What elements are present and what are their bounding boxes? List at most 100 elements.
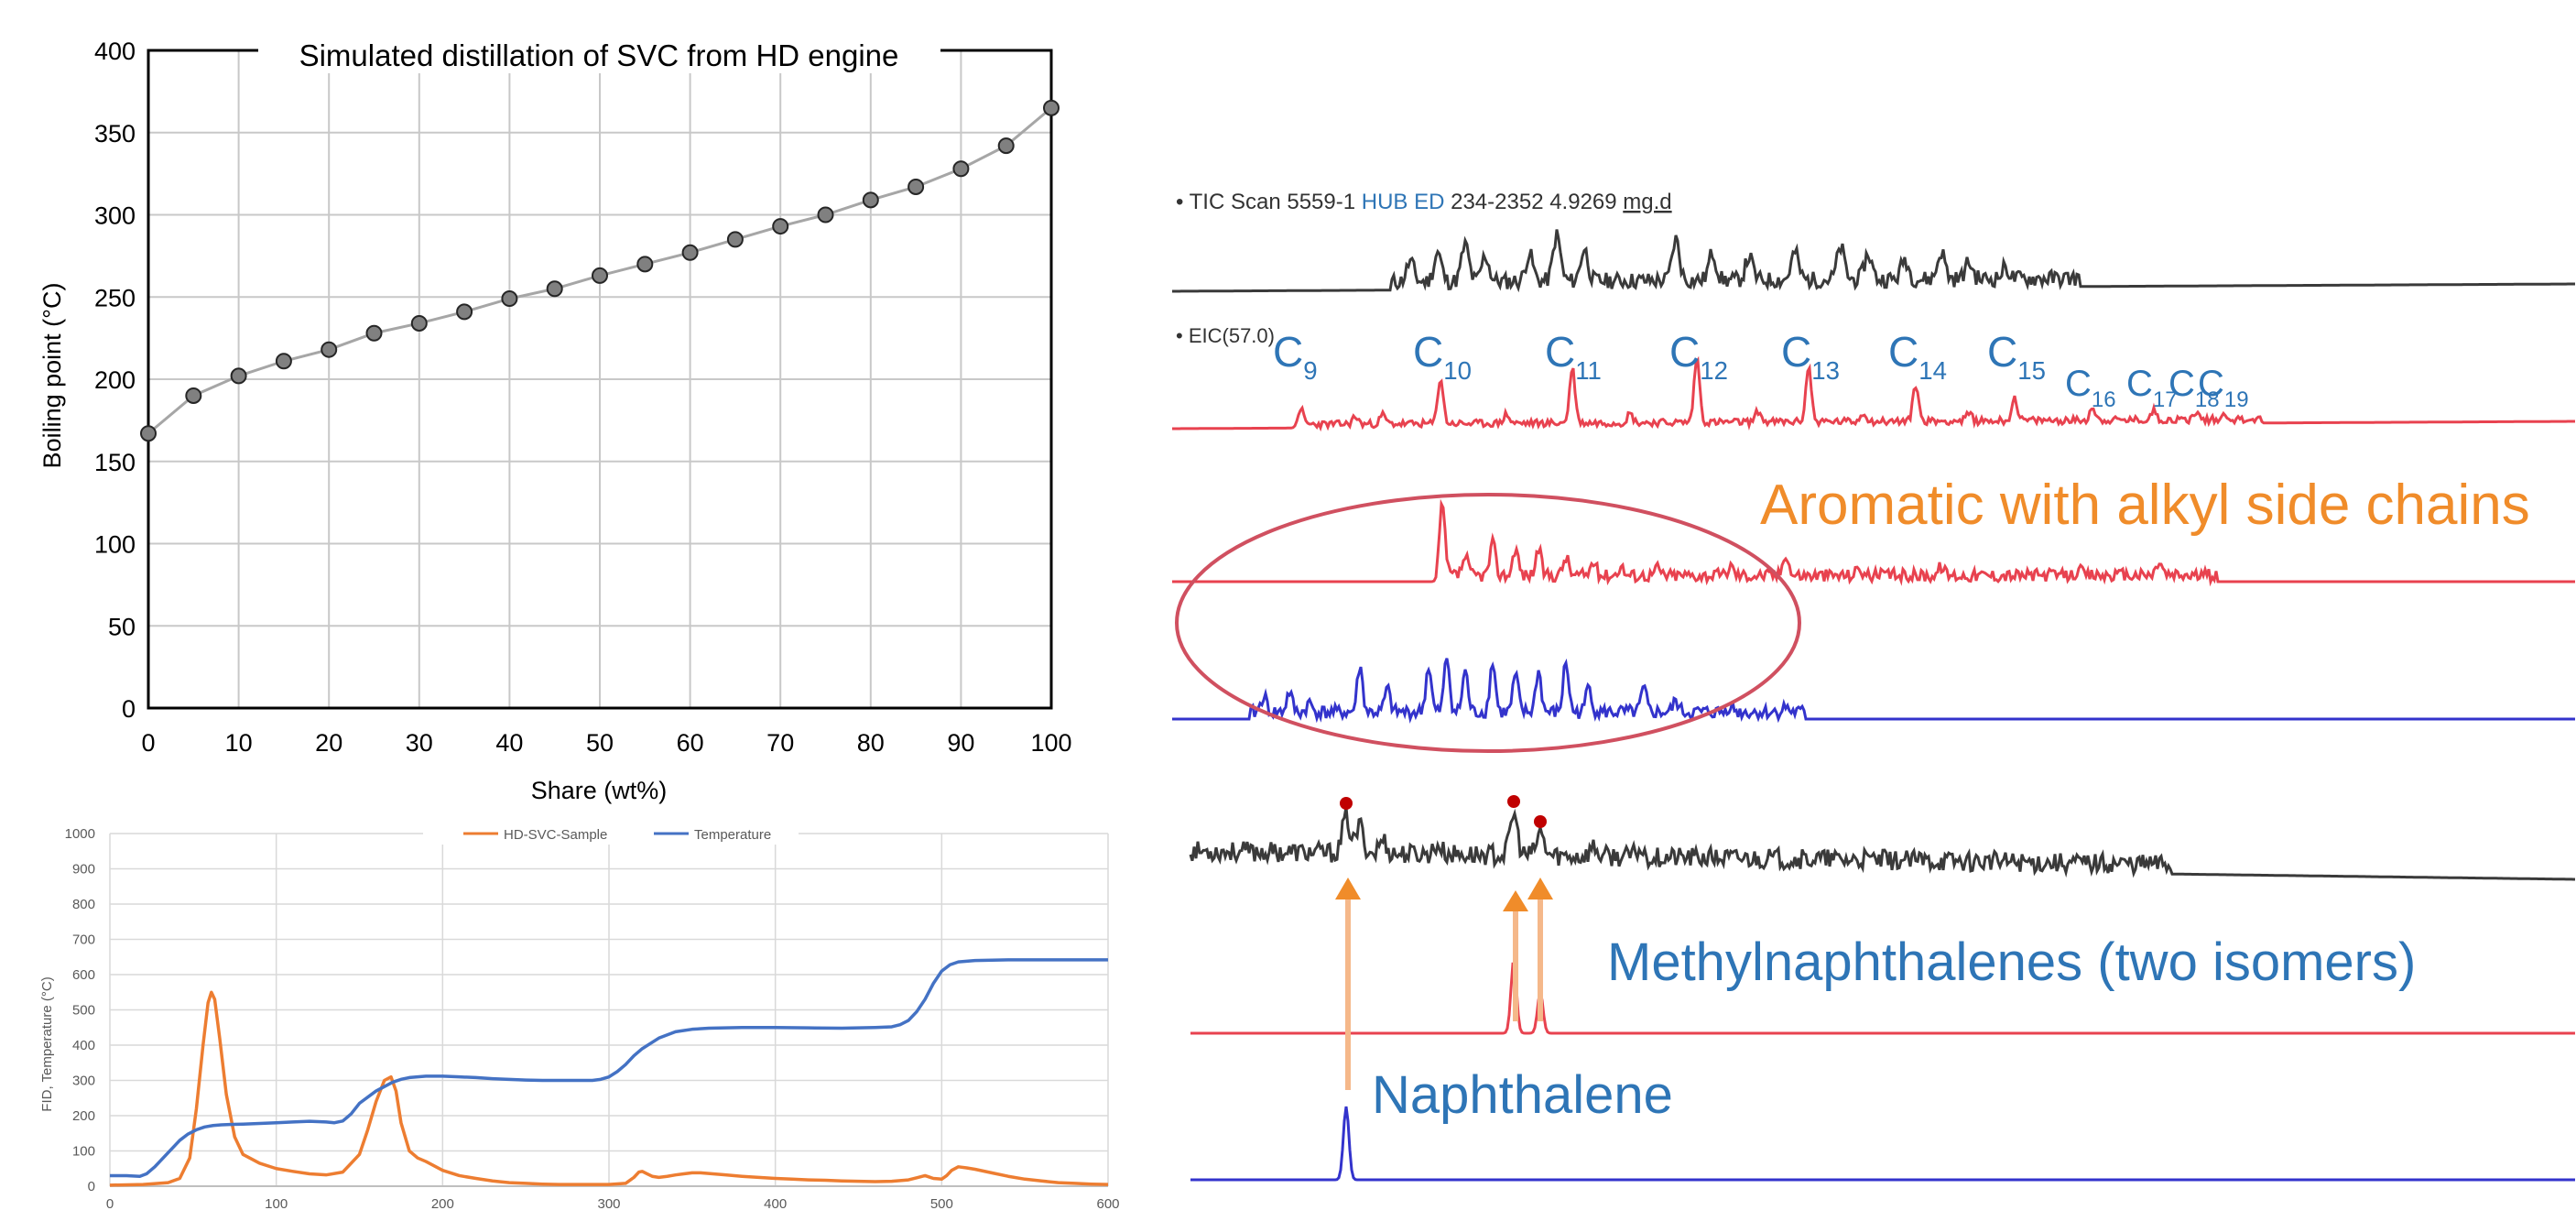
eic-trace [1172,355,2575,432]
carbon-label: C12 [1669,328,1728,385]
carbon-label: C18 [2168,364,2220,412]
isomer1-arrowhead [1503,890,1528,911]
y-tick-label: 200 [72,1108,95,1124]
x-tick-label: 60 [677,729,704,757]
x-tick-label: 40 [495,729,523,757]
y-tick-label: 900 [72,862,95,878]
y-tick-label: 0 [88,1179,95,1194]
carbon-label: C19 [2198,364,2249,412]
data-point [140,425,157,442]
carbon-label: C13 [1781,328,1840,385]
y-tick-label: 400 [94,38,136,65]
x-tick-labels: 0 10 20 30 40 50 60 70 80 90 100 [141,729,1071,757]
x-tick-label: 400 [764,1196,787,1212]
x-tick-label: 100 [1030,729,1071,757]
x-tick-label: 300 [597,1196,620,1212]
y-tick-label: 800 [72,897,95,912]
naphthalene-label: Naphthalene [1372,1065,1673,1125]
carbon-label: C14 [1888,328,1947,385]
x-tick-label: 500 [930,1196,953,1212]
y-tick-label: 700 [72,932,95,948]
ellipse-gap [1630,742,1923,769]
naphthalene-arrowhead [1335,878,1361,899]
carbon-label: C17 [2126,364,2178,412]
data-point [275,353,292,370]
y-tick-label: 300 [94,202,136,230]
data-point [817,206,834,224]
methylnaphthalene-eic-trace [1190,962,2575,1035]
legend: HD-SVC-Sample Temperature [423,821,799,845]
chart-grid [147,49,1052,709]
tic-header: • TIC Scan 5559-1 HUB ED 234-2352 4.9269… [1176,190,1672,214]
legend-label-temperature: Temperature [694,827,771,843]
isomer-arrows [1335,795,1553,1090]
eic-header: • EIC(57.0) [1176,324,1275,347]
x-tick-label: 200 [431,1196,454,1212]
data-point [365,324,383,342]
y-tick-label: 200 [94,366,136,394]
data-point [1043,99,1060,116]
carbon-label: C9 [1273,328,1318,385]
x-tick-label: 70 [766,729,794,757]
x-tick-labels: 0 100 200 300 400 500 600 [106,1196,1120,1212]
data-point [772,218,789,235]
isomer2-arrowhead [1527,878,1553,899]
data-point [410,314,428,332]
data-point [230,367,247,385]
x-tick-label: 600 [1096,1196,1119,1212]
data-point [997,137,1015,155]
x-tick-label: 0 [106,1196,114,1212]
x-tick-label: 10 [225,729,253,757]
x-axis-label: Share (wt%) [531,777,668,804]
fid-temperature-chart: 0 100 200 300 400 500 600 700 800 900 1000 0 100 200… [0,815,1126,1227]
naphthalene-eic-trace [1190,1106,2575,1182]
y-tick-label: 150 [94,449,136,476]
series-lines [109,958,1109,1187]
data-point [321,341,338,358]
y-tick-labels: 0 100 200 300 400 500 600 700 800 900 1000 [65,826,95,1194]
data-point [726,231,744,248]
peak-marker-isomer2 [1534,815,1547,828]
distillation-chart: 0 50 100 150 200 250 300 350 400 0 10 20 30 40 50 60 70… [0,0,1099,824]
tic-trace [1172,229,2575,293]
y-tick-label: 350 [94,120,136,147]
methylnaphthalenes-label: Methylnaphthalenes (two isomers) [1607,932,2416,992]
y-axis-label: FID, Temperature (°C) [39,976,55,1111]
aromatic-blue-trace [1172,658,2575,724]
y-tick-label: 100 [94,531,136,559]
x-tick-label: 0 [141,729,155,757]
x-tick-label: 50 [586,729,614,757]
x-tick-label: 20 [315,729,342,757]
peak-marker-naphthalene [1340,797,1353,810]
peak-marker-isomer1 [1507,795,1520,808]
series-line-temperature [110,958,1108,1178]
carbon-label: C15 [1987,328,2046,385]
x-tick-label: 100 [265,1196,288,1212]
data-point [636,256,654,273]
chart-title: Simulated distillation of SVC from HD en… [299,38,899,72]
data-point [185,387,202,404]
y-tick-label: 500 [72,1003,95,1019]
aromatic-ellipse [1175,493,1801,753]
carbon-label: C16 [2065,364,2116,412]
data-point [862,191,879,209]
chromatogram-svg: • TIC Scan 5559-1 HUB ED 234-2352 4.9269… [1172,190,2575,1182]
y-axis-label: Boiling point (°C) [38,283,66,469]
data-point [908,178,925,195]
chromatogram-traces [1172,229,2575,1182]
aromatic-label: Aromatic with alkyl side chains [1760,474,2530,537]
y-tick-label: 600 [72,967,95,983]
aromatic-red-trace [1172,498,2575,587]
data-point [456,303,473,321]
data-point [546,280,563,298]
y-tick-label: 0 [122,695,136,723]
y-tick-label: 250 [94,284,136,311]
x-tick-label: 30 [406,729,433,757]
title-backdrop [258,29,940,73]
selected-tic-trace [1189,806,2575,881]
y-tick-labels: 0 50 100 150 200 250 300 350 400 [94,38,136,723]
data-point [592,267,608,284]
fid-temperature-chart-svg: 0 100 200 300 400 500 600 700 800 900 1000 0 100 200… [39,821,1120,1212]
y-tick-label: 400 [72,1038,95,1053]
series-line-sample [109,990,1109,1187]
